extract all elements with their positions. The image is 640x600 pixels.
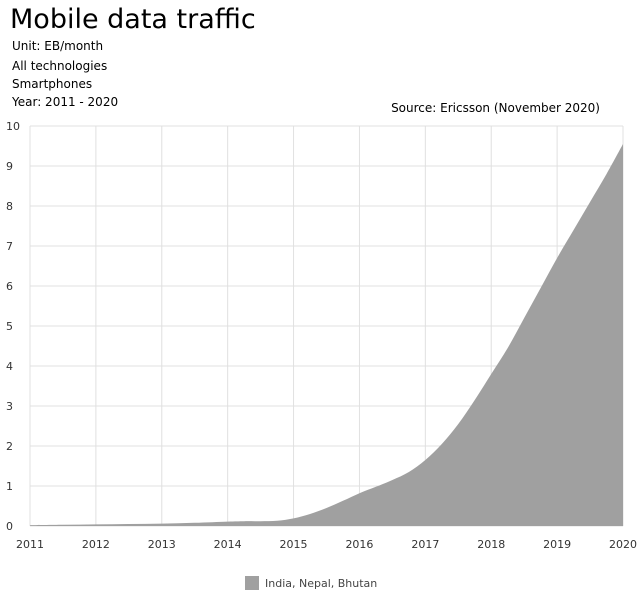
x-tick-label: 2014 (214, 538, 242, 551)
y-tick-label: 5 (6, 320, 13, 333)
legend-label: India, Nepal, Bhutan (265, 576, 378, 590)
y-tick-label: 8 (6, 200, 13, 213)
legend-swatch (245, 576, 259, 590)
x-tick-label: 2016 (345, 538, 373, 551)
x-tick-label: 2020 (609, 538, 637, 551)
device-label: Smartphones (12, 77, 93, 91)
y-tick-label: 6 (6, 280, 13, 293)
source-label: Source: Ericsson (November 2020) (391, 101, 600, 115)
x-tick-label: 2011 (16, 538, 44, 551)
y-axis-ticks: 0 1 2 3 4 5 6 7 8 9 10 (6, 120, 20, 533)
x-tick-label: 2012 (82, 538, 110, 551)
area-india-nepal-bhutan[interactable] (30, 144, 623, 526)
y-tick-label: 7 (6, 240, 13, 253)
gridlines (29, 125, 624, 527)
x-tick-label: 2018 (477, 538, 505, 551)
y-tick-label: 10 (6, 120, 20, 133)
x-axis-ticks: 2011 2012 2013 2014 2015 2016 2017 2018 2019 2020 (16, 538, 637, 551)
chart-title: Mobile data traffic (10, 4, 256, 35)
y-tick-label: 9 (6, 160, 13, 173)
x-tick-label: 2017 (411, 538, 439, 551)
year-range-label: Year: 2011 - 2020 (12, 95, 119, 109)
y-tick-label: 2 (6, 440, 13, 453)
y-tick-label: 3 (6, 400, 13, 413)
legend[interactable]: India, Nepal, Bhutan (245, 576, 377, 590)
technology-label: All technologies (12, 59, 108, 73)
x-tick-label: 2015 (280, 538, 308, 551)
y-tick-label: 1 (6, 480, 13, 493)
y-tick-label: 0 (6, 520, 13, 533)
area-series (30, 144, 623, 526)
x-tick-label: 2019 (543, 538, 571, 551)
x-tick-label: 2013 (148, 538, 176, 551)
y-tick-label: 4 (6, 360, 13, 373)
unit-label: Unit: EB/month (12, 39, 104, 53)
